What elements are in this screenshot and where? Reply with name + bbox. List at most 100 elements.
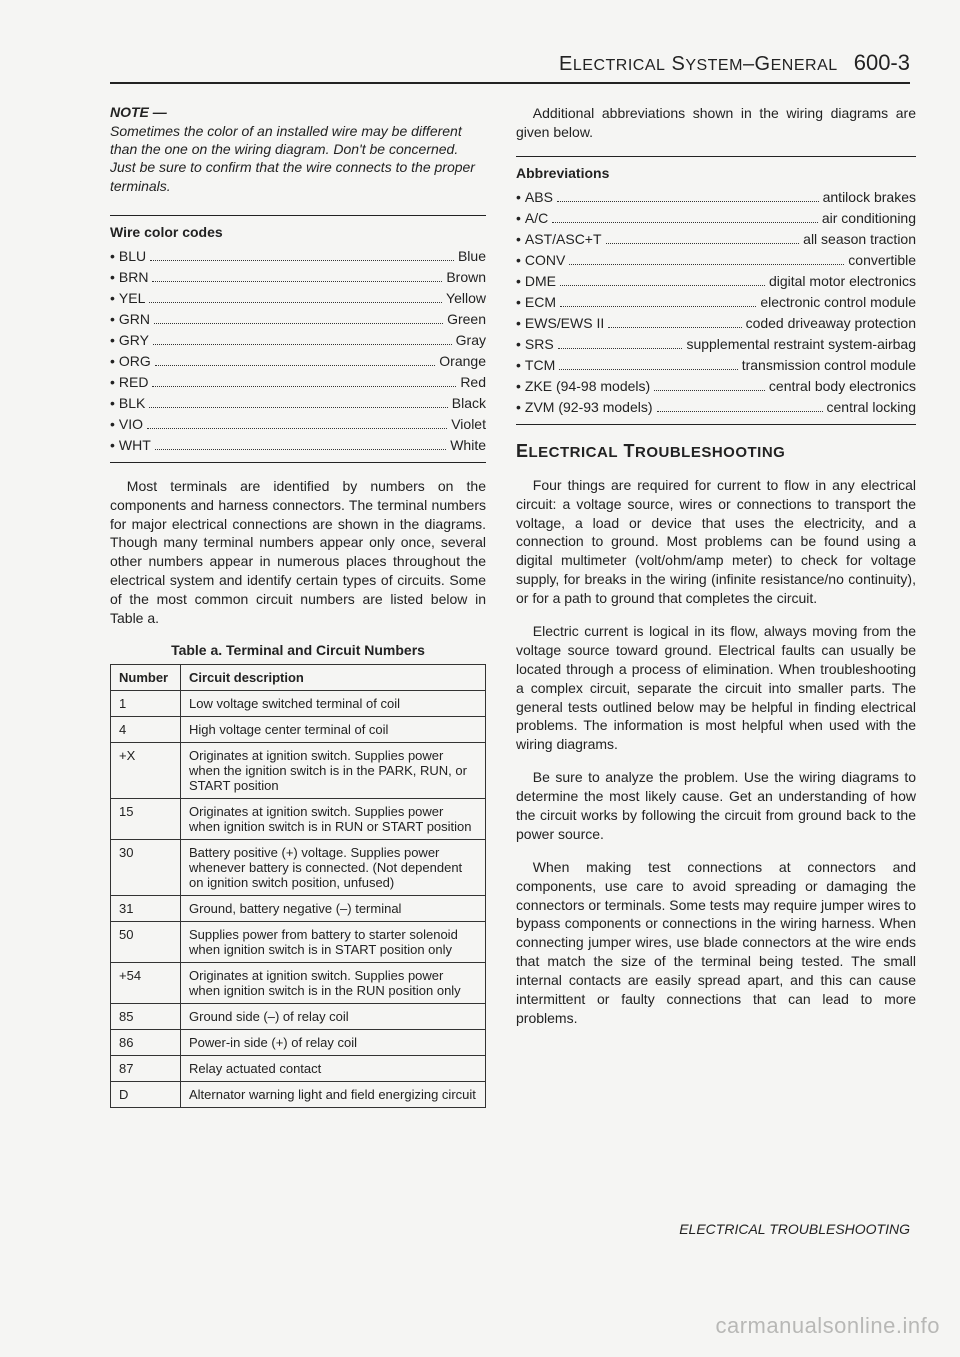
- item-value: Yellow: [446, 288, 486, 309]
- dot-leader: [559, 369, 737, 370]
- item-abbr: GRN: [119, 309, 150, 330]
- bullet-icon: •: [110, 267, 115, 288]
- cell-number: 30: [111, 839, 181, 895]
- item-value: Violet: [451, 414, 486, 435]
- bullet-icon: •: [516, 229, 521, 250]
- list-item: •DMEdigital motor electronics: [516, 271, 916, 292]
- item-abbr: RED: [119, 372, 149, 393]
- list-item: •YELYellow: [110, 288, 486, 309]
- dot-leader: [560, 306, 756, 307]
- abbrev-list: •ABSantilock brakes•A/Cair conditioning•…: [516, 187, 916, 418]
- cell-desc: Originates at ignition switch. Supplies …: [181, 962, 486, 1003]
- list-item: •A/C air conditioning: [516, 208, 916, 229]
- cell-desc: Battery positive (+) voltage. Supplies p…: [181, 839, 486, 895]
- item-abbr: BLK: [119, 393, 145, 414]
- right-column: Additional abbreviations shown in the wi…: [516, 104, 916, 1108]
- item-value: digital motor electronics: [769, 271, 916, 292]
- table-row: 87Relay actuated contact: [111, 1055, 486, 1081]
- list-item: •SRSsupplemental restraint system-airbag: [516, 334, 916, 355]
- dot-leader: [557, 201, 819, 202]
- table-row: 1Low voltage switched terminal of coil: [111, 690, 486, 716]
- cell-number: 15: [111, 798, 181, 839]
- item-abbr: ECM: [525, 292, 556, 313]
- cell-desc: Originates at ignition switch. Supplies …: [181, 798, 486, 839]
- item-abbr: EWS/EWS II: [525, 313, 604, 334]
- list-item: •BLUBlue: [110, 246, 486, 267]
- item-abbr: TCM: [525, 355, 555, 376]
- item-abbr: CONV: [525, 250, 565, 271]
- item-value: electronic control module: [760, 292, 916, 313]
- ts-p3: Be sure to analyze the problem. Use the …: [516, 768, 916, 844]
- list-item: •GRYGray: [110, 330, 486, 351]
- dot-leader: [154, 323, 443, 324]
- list-item: •ABSantilock brakes: [516, 187, 916, 208]
- list-item: •BLKBlack: [110, 393, 486, 414]
- list-item: •TCMtransmission control module: [516, 355, 916, 376]
- dot-leader: [155, 365, 436, 366]
- circuit-table: Number Circuit description 1Low voltage …: [110, 664, 486, 1108]
- table-row: DAlternator warning light and field ener…: [111, 1081, 486, 1107]
- list-item: •WHT White: [110, 435, 486, 456]
- bullet-icon: •: [516, 334, 521, 355]
- item-value: central locking: [827, 397, 917, 418]
- table-row: 86Power-in side (+) of relay coil: [111, 1029, 486, 1055]
- item-abbr: GRY: [119, 330, 149, 351]
- cell-desc: Originates at ignition switch. Supplies …: [181, 742, 486, 798]
- cell-desc: Relay actuated contact: [181, 1055, 486, 1081]
- cell-number: 85: [111, 1003, 181, 1029]
- bullet-icon: •: [110, 330, 115, 351]
- list-item: •CONVconvertible: [516, 250, 916, 271]
- cell-desc: Low voltage switched terminal of coil: [181, 690, 486, 716]
- dot-leader: [147, 428, 447, 429]
- dot-leader: [558, 348, 683, 349]
- abbrev-intro: Additional abbreviations shown in the wi…: [516, 104, 916, 142]
- left-column: NOTE — Sometimes the color of an install…: [110, 104, 486, 1108]
- item-value: convertible: [848, 250, 916, 271]
- item-value: White: [450, 435, 486, 456]
- dot-leader: [152, 386, 456, 387]
- dot-leader: [606, 243, 800, 244]
- table-caption: Table a. Terminal and Circuit Numbers: [110, 642, 486, 658]
- page-number: 600-3: [854, 50, 910, 75]
- item-abbr: BRN: [119, 267, 149, 288]
- item-value: Brown: [446, 267, 486, 288]
- item-abbr: AST/ASC+T: [525, 229, 602, 250]
- cell-number: 31: [111, 895, 181, 921]
- item-value: Red: [460, 372, 486, 393]
- bullet-icon: •: [516, 208, 521, 229]
- table-head-number: Number: [111, 664, 181, 690]
- list-item: •AST/ASC+Tall season traction: [516, 229, 916, 250]
- item-abbr: A/C: [525, 208, 548, 229]
- item-value: air conditioning: [822, 208, 916, 229]
- ts-p1: Four things are required for current to …: [516, 476, 916, 608]
- item-abbr: YEL: [119, 288, 145, 309]
- dot-leader: [153, 344, 452, 345]
- list-item: •BRN Brown: [110, 267, 486, 288]
- bullet-icon: •: [110, 351, 115, 372]
- item-abbr: WHT: [119, 435, 151, 456]
- list-item: •ZKE (94-98 models)central body electron…: [516, 376, 916, 397]
- note-label: NOTE —: [110, 104, 486, 120]
- bullet-icon: •: [516, 271, 521, 292]
- cell-number: 50: [111, 921, 181, 962]
- bullet-icon: •: [110, 435, 115, 456]
- dot-leader: [149, 302, 442, 303]
- bullet-icon: •: [516, 376, 521, 397]
- item-value: Black: [452, 393, 486, 414]
- ts-p4: When making test connections at connecto…: [516, 858, 916, 1028]
- list-item: •REDRed: [110, 372, 486, 393]
- list-item: •VIOViolet: [110, 414, 486, 435]
- table-row: 50Supplies power from battery to starter…: [111, 921, 486, 962]
- cell-number: 87: [111, 1055, 181, 1081]
- list-item: •ORGOrange: [110, 351, 486, 372]
- cell-desc: Ground, battery negative (–) terminal: [181, 895, 486, 921]
- item-abbr: ZVM (92-93 models): [525, 397, 653, 418]
- item-abbr: SRS: [525, 334, 554, 355]
- dot-leader: [654, 390, 765, 391]
- table-row: 85Ground side (–) of relay coil: [111, 1003, 486, 1029]
- list-item: •ZVM (92-93 models)central locking: [516, 397, 916, 418]
- cell-desc: Ground side (–) of relay coil: [181, 1003, 486, 1029]
- cell-number: 1: [111, 690, 181, 716]
- bullet-icon: •: [516, 292, 521, 313]
- dot-leader: [608, 327, 741, 328]
